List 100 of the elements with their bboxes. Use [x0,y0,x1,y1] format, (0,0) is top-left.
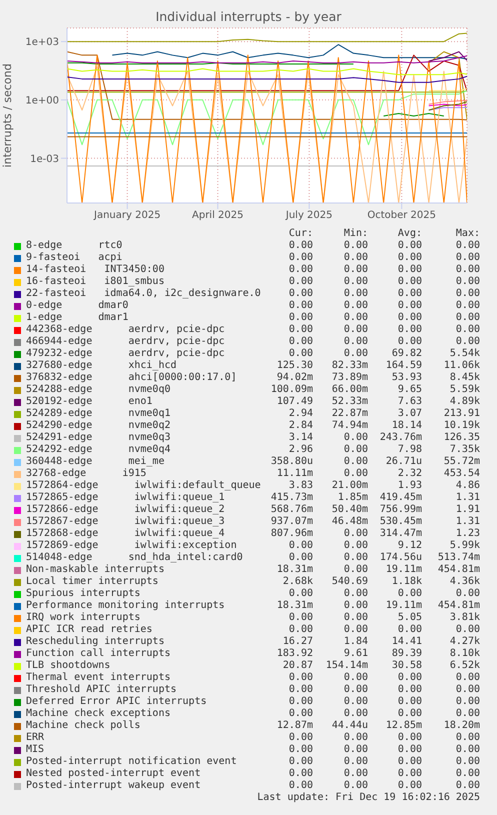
legend-label: 514048-edge snd_hda_intel:card0 [26,552,243,563]
legend-label: Posted-interrupt wakeup event [26,780,201,791]
text: 0.00 [398,588,422,599]
legend-label: 1-edge dmar1 [26,312,128,323]
text: 0.00 [288,756,313,767]
text: 358.80u [270,456,313,467]
text: 0.00 [288,696,313,707]
text: 0.00 [344,564,368,575]
y-tick-label: 1e-03 [30,154,59,165]
text: 3.07 [398,408,422,419]
text: 0.00 [456,768,480,779]
text: 0.00 [398,696,422,707]
text: 937.07m [270,516,313,527]
legend-label: 16-fasteoi i801_smbus [26,276,164,287]
text: 89.39 [392,648,422,659]
text: 0.00 [344,672,368,683]
text: 11.06k [444,360,480,371]
x-tick-label: October 2025 [367,210,436,222]
text: 807.96m [270,528,313,539]
text: 52.33m [332,396,368,407]
legend-label: 524288-edge nvme0q0 [26,384,170,395]
x-tick-label: January 2025 [93,210,161,222]
text: 154.14m [326,660,368,671]
legend-label: APIC ICR read retries [26,624,152,635]
text: 20.87 [282,660,313,671]
text: 0.00 [344,552,368,563]
text: 10.19k [444,420,480,431]
text: 6.52k [450,660,480,671]
text: 4.86 [456,480,480,491]
legend-label: 32768-edge i915 [26,468,146,479]
legend-label: 524291-edge nvme0q3 [26,432,170,443]
text: 126.35 [444,432,480,443]
legend-label: Function call interrupts [26,648,170,659]
text: 9.61 [344,648,368,659]
text: 2.84 [288,420,313,431]
text: 1.84 [344,636,368,647]
text: 74.94m [332,420,368,431]
text: 18.31m [276,564,313,575]
text: Min: [344,228,368,239]
text: 0.00 [456,264,480,275]
text: 453.54 [444,468,480,479]
text: 454.81m [438,564,480,575]
text: 1.85m [338,492,368,503]
text: 0.00 [456,696,480,707]
x-tick-label: April 2025 [192,210,244,222]
text: 0.00 [344,468,368,479]
legend-label: MIS [26,744,44,755]
text: 5.05 [398,612,422,623]
legend-label: Nested posted-interrupt event [26,768,201,779]
text: 14.41 [392,636,422,647]
text: 568.76m [270,504,313,515]
text: 1.31 [456,516,480,527]
text: 314.47m [380,528,422,539]
line-series [67,55,467,64]
legend-label: Deferred Error APIC interrupts [26,696,207,707]
text: 0.00 [344,324,368,335]
text: 0.00 [288,744,313,755]
legend-label: 524292-edge nvme0q4 [26,444,170,455]
legend-label: 520192-edge eno1 [26,396,152,407]
text: 0.00 [344,624,368,635]
text: 0.00 [288,300,313,311]
legend-label: 360448-edge mei_me [26,456,164,467]
legend-label: Threshold APIC interrupts [26,684,177,695]
text: 0.00 [344,348,368,359]
text: 0.00 [456,624,480,635]
text: 8.10k [450,648,480,659]
text: 0.00 [344,336,368,347]
text: 183.92 [276,648,313,659]
text: 0.00 [344,276,368,287]
text: 174.56u [380,552,422,563]
text: 11.11m [276,468,313,479]
line-series [67,54,467,92]
text: 1.31 [456,492,480,503]
text: 19.11m [386,600,422,611]
text: 4.27k [450,636,480,647]
text: 0.00 [288,672,313,683]
text: 4.36k [450,576,480,587]
text: 0.00 [288,780,313,791]
text: 0.00 [288,312,313,323]
text: 0.00 [344,768,368,779]
text: 0.00 [398,732,422,743]
text: 0.00 [288,552,313,563]
text: 0.00 [344,780,368,791]
text: 0.00 [344,252,368,263]
chart-title: Individual interrupts - by year [154,9,342,24]
legend-label: 8-edge rtc0 [26,240,122,251]
text: 0.00 [456,672,480,683]
text: 0.00 [344,588,368,599]
text: 0.00 [288,264,313,275]
text: 19.11m [386,564,422,575]
legend-label: Rescheduling interrupts [26,636,164,647]
text: 46.48m [332,516,368,527]
y-tick-label: 1e+03 [25,37,59,48]
text: 0.00 [288,276,313,287]
text: 0.00 [456,312,480,323]
text: 1.91 [456,504,480,515]
text: 5.54k [450,348,480,359]
text: 0.00 [398,240,422,251]
text: 0.00 [344,540,368,551]
text: 0.00 [344,264,368,275]
